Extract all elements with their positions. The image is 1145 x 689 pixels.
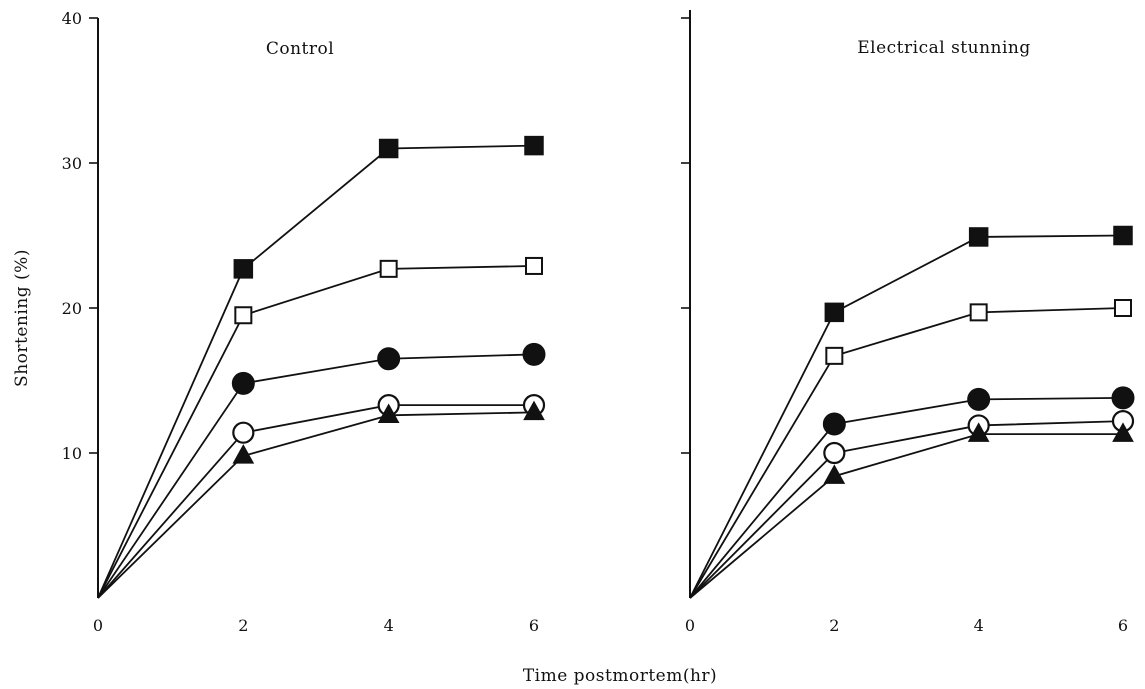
data-point-open-square	[234, 306, 253, 325]
x-tick-label: 2	[238, 616, 248, 635]
x-tick-label: 4	[384, 616, 394, 635]
data-point-filled-triangle	[377, 403, 400, 423]
x-tick-label: 2	[829, 616, 839, 635]
data-point-filled-square	[233, 259, 254, 279]
data-point-open-square	[379, 259, 398, 278]
data-point-filled-circle	[522, 342, 546, 366]
data-point-filled-circle	[822, 412, 846, 436]
series-open-square	[97, 256, 543, 599]
data-point-filled-circle	[967, 387, 991, 411]
data-point-open-square	[825, 346, 844, 365]
data-point-filled-square	[524, 135, 544, 156]
series-line	[97, 144, 535, 599]
data-point-filled-square	[968, 227, 989, 247]
panel-control: Control 10 20 30 40 0 2 4 6	[62, 9, 546, 635]
series-line	[689, 234, 1124, 599]
series-line	[689, 307, 1124, 599]
series-line	[689, 420, 1124, 599]
data-point-open-square	[969, 303, 988, 322]
series-filled-circle	[97, 342, 546, 599]
x-tick-label: 6	[1118, 616, 1128, 635]
series-filled-square	[689, 225, 1133, 599]
series-filled-circle	[689, 386, 1135, 599]
data-point-filled-circle	[231, 371, 255, 395]
y-tick-label: 20	[62, 299, 82, 318]
series-filled-triangle	[689, 422, 1134, 599]
series-line	[97, 265, 535, 599]
series-line	[689, 397, 1124, 599]
y-tick-label: 30	[62, 154, 82, 173]
y-tick-label: 10	[62, 444, 82, 463]
y-tick-label: 40	[62, 9, 82, 28]
x-axis-title: Time postmortem(hr)	[523, 666, 717, 686]
panel-title: Control	[266, 39, 334, 59]
data-point-filled-square	[824, 302, 845, 323]
data-point-open-circle	[823, 441, 846, 465]
data-point-filled-triangle	[823, 464, 846, 484]
y-axis-title: Shortening (%)	[12, 249, 32, 387]
data-point-filled-triangle	[523, 400, 545, 421]
series-line	[97, 404, 534, 599]
x-tick-label: 4	[974, 616, 984, 635]
series-line	[97, 411, 535, 599]
data-point-filled-square	[1113, 225, 1133, 246]
series-open-square	[689, 299, 1132, 599]
panel-electrical-stunning: Electrical stunning 0 2 4 6	[681, 10, 1135, 635]
data-point-filled-triangle	[1112, 422, 1134, 442]
series-filled-square	[97, 135, 544, 599]
data-point-filled-triangle	[232, 444, 255, 464]
x-tick-label: 0	[93, 616, 103, 635]
data-point-open-circle	[232, 421, 255, 444]
series-line	[97, 353, 535, 599]
data-point-open-square	[525, 256, 543, 275]
data-point-filled-square	[378, 138, 399, 159]
data-point-filled-circle	[377, 347, 401, 371]
data-point-filled-circle	[1111, 386, 1135, 410]
data-point-filled-triangle	[967, 422, 990, 442]
series-filled-triangle	[97, 400, 545, 599]
series-open-circle	[97, 394, 546, 599]
panel-title: Electrical stunning	[857, 38, 1031, 58]
series-open-circle	[689, 410, 1135, 599]
series-line	[689, 433, 1123, 599]
x-tick-label: 0	[685, 616, 695, 635]
x-tick-label: 6	[529, 616, 539, 635]
data-point-open-square	[1114, 299, 1132, 317]
